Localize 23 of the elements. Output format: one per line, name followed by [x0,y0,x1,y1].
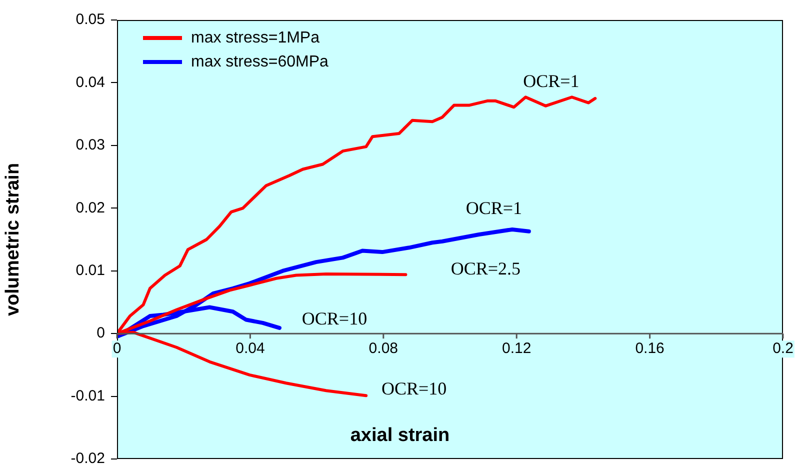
y-tick-label: 0.04 [76,74,105,91]
y-tick-label: 0.02 [76,199,105,216]
x-axis-title: axial strain [350,425,450,446]
y-tick-label: 0.03 [76,136,105,154]
y-axis-title: volumetric strain [2,162,24,316]
y-tick-label: 0 [96,324,105,342]
y-tick-label: 0.05 [76,11,105,28]
annotation: OCR=1 [523,71,580,92]
y-tick-label: 0.01 [76,262,105,279]
annotation: OCR=1 [466,198,522,218]
legend-label: max stress=1MPa [191,29,320,46]
x-tick-label: 0.04 [236,340,265,358]
y-tick-label: -0.02 [70,450,105,468]
annotation: OCR=2.5 [450,258,521,278]
annotation: OCR=10 [302,308,368,329]
x-tick-label: 0.08 [368,340,398,358]
x-tick-label: 0.12 [502,340,532,358]
legend-label: max stress=60MPa [191,53,328,70]
y-tick-label: -0.01 [70,387,105,404]
x-tick-label: 0 [112,340,122,358]
x-tick-label: 0.16 [635,340,664,358]
x-tick-label: 0.2 [772,340,794,358]
annotation: OCR=10 [382,378,447,398]
